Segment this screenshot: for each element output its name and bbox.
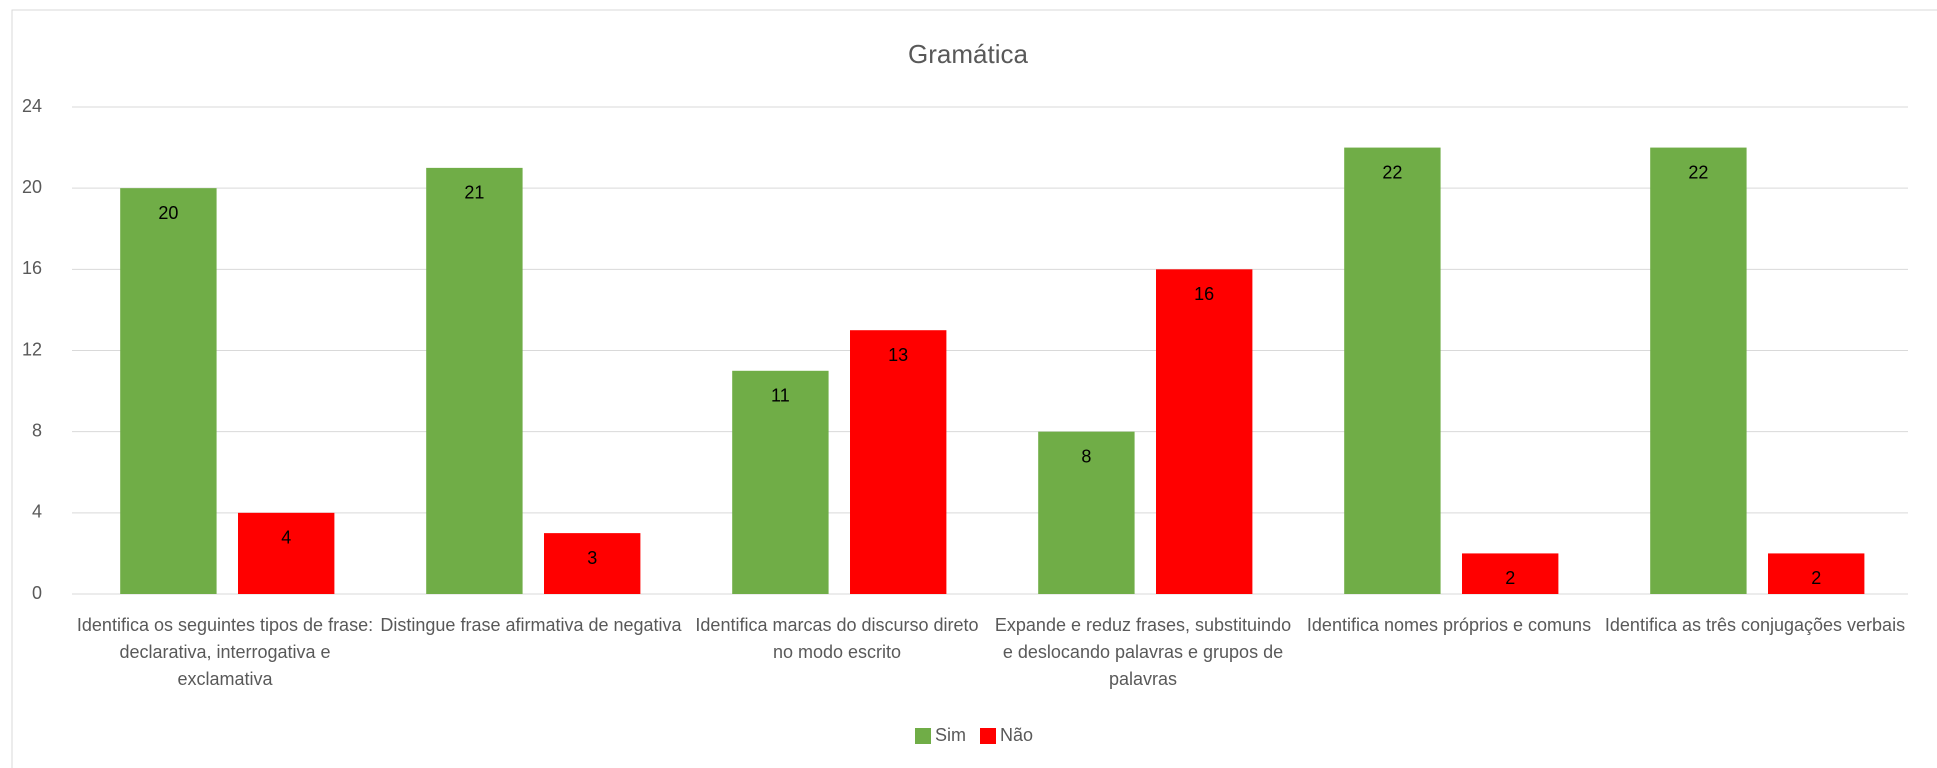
data-label: 8: [1081, 446, 1091, 466]
data-label: 2: [1505, 568, 1515, 588]
data-label: 4: [281, 528, 291, 548]
legend-swatch: [980, 728, 996, 744]
y-tick-label: 0: [32, 583, 42, 603]
x-tick-label: Expande e reduz frases, substituindo e d…: [994, 615, 1292, 689]
y-tick-label: 8: [32, 420, 42, 440]
x-tick-label: Identifica nomes próprios e comuns: [1306, 615, 1592, 635]
data-label: 11: [771, 386, 790, 406]
y-tick-label: 12: [22, 339, 42, 359]
bar: [426, 167, 523, 594]
data-label: 20: [158, 203, 178, 223]
bar: [1038, 431, 1135, 594]
y-tick-label: 4: [32, 502, 42, 522]
bar: [120, 188, 217, 594]
data-label: 3: [587, 548, 597, 568]
bar: [1768, 553, 1865, 594]
data-label: 16: [1194, 284, 1214, 304]
data-label: 21: [464, 183, 484, 203]
y-tick-label: 20: [22, 177, 42, 197]
bar: [238, 512, 335, 594]
y-tick-label: 16: [22, 258, 42, 278]
chart-border: [11, 9, 1937, 768]
data-label: 13: [888, 345, 908, 365]
bar: [1344, 147, 1441, 595]
legend-label: Sim: [935, 725, 966, 745]
data-label: 22: [1382, 162, 1402, 182]
bar: [732, 370, 829, 594]
chart-title: Gramática: [908, 39, 1028, 69]
bar: [1650, 147, 1747, 595]
x-tick-label: Identifica marcas do discurso direto no …: [695, 615, 979, 662]
legend-swatch: [915, 728, 931, 744]
bar: [850, 330, 947, 594]
x-tick-label: Identifica as três conjugações verbais: [1604, 615, 1906, 635]
legend-label: Não: [1000, 725, 1033, 745]
data-label: 2: [1811, 568, 1821, 588]
bar: [1156, 269, 1253, 594]
x-tick-label: Identifica os seguintes tipos de frase: …: [76, 615, 374, 689]
bar: [1462, 553, 1559, 594]
x-tick-label: Distingue frase afirmativa de negativa: [380, 615, 682, 635]
bar: [544, 533, 641, 594]
y-tick-label: 24: [22, 96, 42, 116]
data-label: 22: [1688, 162, 1708, 182]
